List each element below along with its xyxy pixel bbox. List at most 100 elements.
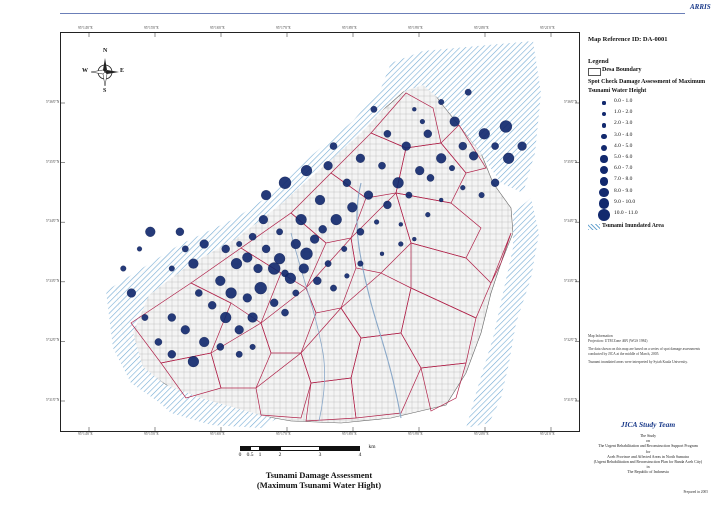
- spot-check-point[interactable]: [374, 219, 380, 225]
- spot-check-point[interactable]: [290, 238, 301, 250]
- spot-check-point[interactable]: [126, 288, 136, 298]
- spot-check-point[interactable]: [347, 202, 358, 213]
- map-frame[interactable]: [60, 32, 580, 432]
- spot-check-point[interactable]: [154, 338, 163, 346]
- spot-check-point[interactable]: [344, 273, 350, 279]
- spot-check-point[interactable]: [278, 176, 292, 189]
- spot-check-point[interactable]: [215, 275, 226, 286]
- spot-check-point[interactable]: [276, 228, 283, 236]
- spot-check-point[interactable]: [195, 289, 203, 297]
- spot-check-point[interactable]: [298, 263, 309, 274]
- spot-check-point[interactable]: [342, 178, 352, 187]
- spot-check-point[interactable]: [449, 165, 455, 172]
- spot-check-point[interactable]: [370, 105, 378, 113]
- spot-check-point[interactable]: [188, 258, 199, 269]
- spot-check-point[interactable]: [426, 174, 435, 182]
- spot-check-point[interactable]: [383, 130, 392, 138]
- spot-check-point[interactable]: [120, 265, 127, 272]
- spot-check-point[interactable]: [180, 325, 190, 335]
- spot-check-point[interactable]: [220, 311, 232, 324]
- map-canvas[interactable]: [61, 33, 579, 431]
- spot-check-point[interactable]: [398, 241, 404, 247]
- spot-check-point[interactable]: [314, 194, 326, 206]
- spot-check-point[interactable]: [398, 222, 403, 227]
- spot-check-point[interactable]: [199, 239, 209, 249]
- spot-check-point[interactable]: [469, 151, 479, 161]
- spot-check-point[interactable]: [258, 215, 268, 225]
- spot-check-point[interactable]: [270, 298, 279, 307]
- spot-check-point[interactable]: [284, 272, 296, 284]
- spot-check-point[interactable]: [242, 293, 252, 303]
- spot-check-point[interactable]: [300, 247, 313, 260]
- spot-check-point[interactable]: [392, 177, 404, 189]
- spot-check-point[interactable]: [425, 212, 431, 218]
- spot-check-point[interactable]: [401, 141, 411, 151]
- spot-check-point[interactable]: [356, 228, 365, 236]
- spot-check-point[interactable]: [225, 287, 237, 299]
- spot-check-point[interactable]: [253, 263, 263, 274]
- spot-check-point[interactable]: [412, 236, 417, 242]
- spot-check-point[interactable]: [438, 99, 445, 105]
- spot-check-point[interactable]: [363, 190, 374, 200]
- spot-check-point[interactable]: [423, 129, 432, 138]
- spot-check-point[interactable]: [167, 313, 176, 322]
- spot-check-point[interactable]: [478, 192, 485, 199]
- spot-check-point[interactable]: [383, 200, 392, 210]
- spot-check-point[interactable]: [449, 116, 460, 127]
- spot-check-point[interactable]: [216, 343, 225, 351]
- spot-check-point[interactable]: [330, 214, 342, 226]
- spot-check-point[interactable]: [247, 312, 258, 323]
- spot-check-point[interactable]: [323, 161, 333, 171]
- spot-check-point[interactable]: [181, 245, 189, 253]
- spot-check-point[interactable]: [357, 260, 364, 267]
- spot-check-point[interactable]: [242, 252, 253, 263]
- spot-check-point[interactable]: [230, 258, 243, 270]
- spot-check-point[interactable]: [234, 325, 244, 335]
- spot-check-point[interactable]: [235, 350, 243, 358]
- spot-check-point[interactable]: [491, 142, 499, 150]
- spot-check-point[interactable]: [436, 153, 447, 164]
- spot-check-point[interactable]: [330, 284, 337, 292]
- spot-check-point[interactable]: [415, 166, 425, 176]
- spot-check-point[interactable]: [136, 246, 143, 252]
- spot-check-point[interactable]: [254, 281, 267, 295]
- spot-check-point[interactable]: [499, 120, 513, 133]
- spot-check-point[interactable]: [378, 161, 386, 170]
- spot-check-point[interactable]: [167, 350, 176, 359]
- spot-check-point[interactable]: [379, 251, 385, 256]
- spot-check-point[interactable]: [405, 191, 413, 199]
- spot-check-point[interactable]: [145, 226, 156, 237]
- spot-check-point[interactable]: [248, 232, 257, 241]
- spot-check-point[interactable]: [295, 214, 307, 226]
- spot-check-point[interactable]: [199, 336, 210, 348]
- spot-check-point[interactable]: [355, 153, 365, 163]
- spot-check-point[interactable]: [517, 141, 527, 151]
- spot-check-point[interactable]: [261, 244, 271, 254]
- spot-check-point[interactable]: [419, 119, 425, 125]
- spot-check-point[interactable]: [464, 88, 472, 96]
- spot-check-point[interactable]: [318, 225, 327, 234]
- spot-check-point[interactable]: [268, 262, 281, 275]
- spot-check-point[interactable]: [412, 107, 417, 112]
- spot-check-point[interactable]: [168, 265, 175, 272]
- spot-check-point[interactable]: [292, 289, 300, 297]
- spot-check-point[interactable]: [503, 152, 515, 164]
- spot-check-point[interactable]: [141, 314, 149, 321]
- spot-check-point[interactable]: [221, 244, 230, 254]
- spot-check-point[interactable]: [460, 185, 466, 191]
- spot-check-point[interactable]: [300, 165, 313, 177]
- spot-check-point[interactable]: [329, 142, 338, 150]
- spot-check-point[interactable]: [458, 141, 467, 151]
- spot-check-point[interactable]: [478, 128, 490, 140]
- spot-check-point[interactable]: [439, 197, 444, 203]
- spot-check-point[interactable]: [324, 260, 332, 267]
- spot-check-point[interactable]: [208, 301, 217, 310]
- spot-check-point[interactable]: [274, 253, 286, 265]
- spot-check-point[interactable]: [310, 234, 320, 244]
- spot-check-point[interactable]: [187, 356, 199, 368]
- spot-check-point[interactable]: [175, 227, 185, 236]
- spot-check-point[interactable]: [313, 276, 322, 285]
- spot-check-point[interactable]: [236, 241, 243, 247]
- spot-check-point[interactable]: [281, 308, 289, 317]
- spot-check-point[interactable]: [490, 178, 500, 187]
